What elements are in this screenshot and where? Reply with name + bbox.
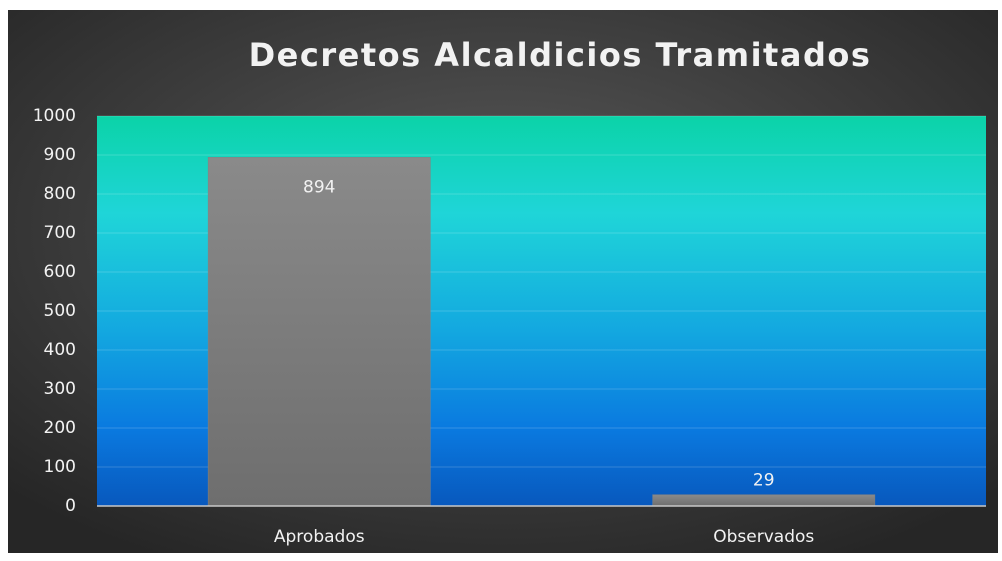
y-tick-label: 700 (44, 223, 76, 243)
y-tick-label: 600 (44, 262, 76, 282)
y-tick-label: 0 (65, 496, 76, 516)
data-label: 894 (303, 177, 335, 197)
x-tick-label: Aprobados (274, 527, 365, 547)
x-tick-label: Observados (713, 527, 814, 547)
y-tick-label: 400 (44, 340, 76, 360)
y-tick-label: 300 (44, 379, 76, 399)
y-tick-label: 500 (44, 301, 76, 321)
y-tick-label: 1000 (33, 106, 76, 126)
bar (652, 494, 876, 507)
chart-title: Decretos Alcaldicios Tramitados (249, 36, 872, 74)
data-label: 29 (753, 471, 775, 491)
bar (207, 157, 431, 507)
y-tick-label: 900 (44, 145, 76, 165)
y-tick-label: 800 (44, 184, 76, 204)
y-tick-label: 100 (44, 457, 76, 477)
y-tick-label: 200 (44, 418, 76, 438)
